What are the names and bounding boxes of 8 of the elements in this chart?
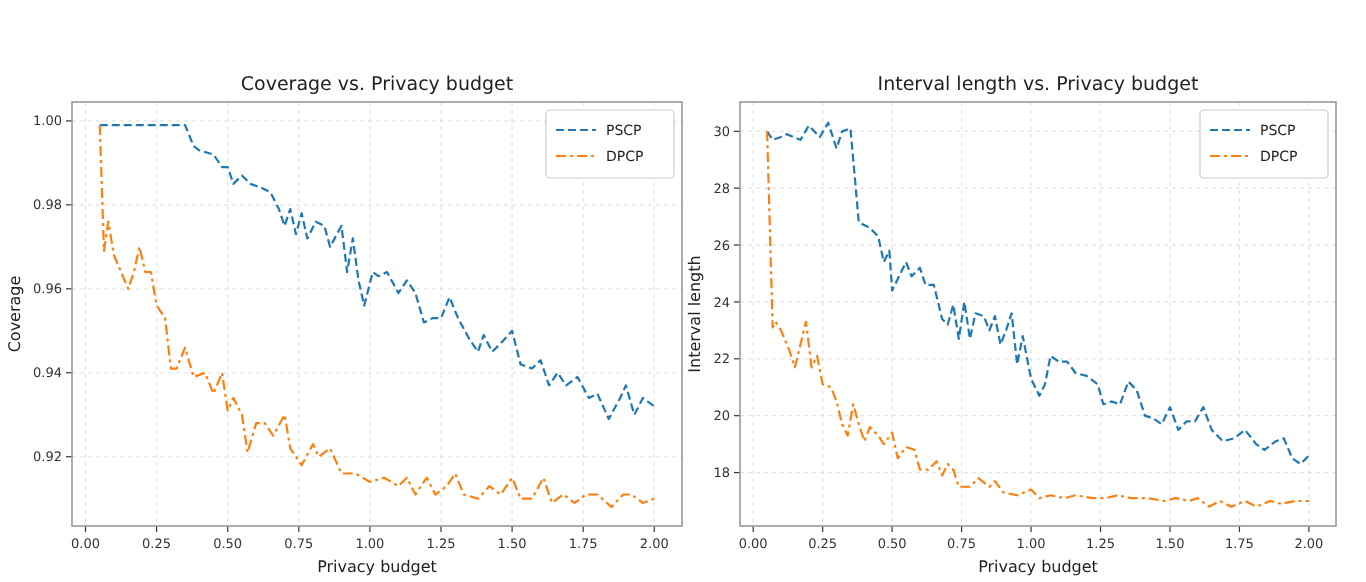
- line-series: [98, 123, 656, 509]
- chart-title: Coverage vs. Privacy budget: [240, 74, 514, 96]
- x-axis-title: Privacy budget: [978, 558, 1098, 576]
- y-axis-title: Interval length: [686, 255, 704, 373]
- x-axis-title: Privacy budget: [317, 558, 437, 576]
- line-series: [98, 123, 656, 421]
- y-axis-title: Coverage: [6, 275, 24, 353]
- chart-title: Interval length vs. Privacy budget: [877, 74, 1199, 96]
